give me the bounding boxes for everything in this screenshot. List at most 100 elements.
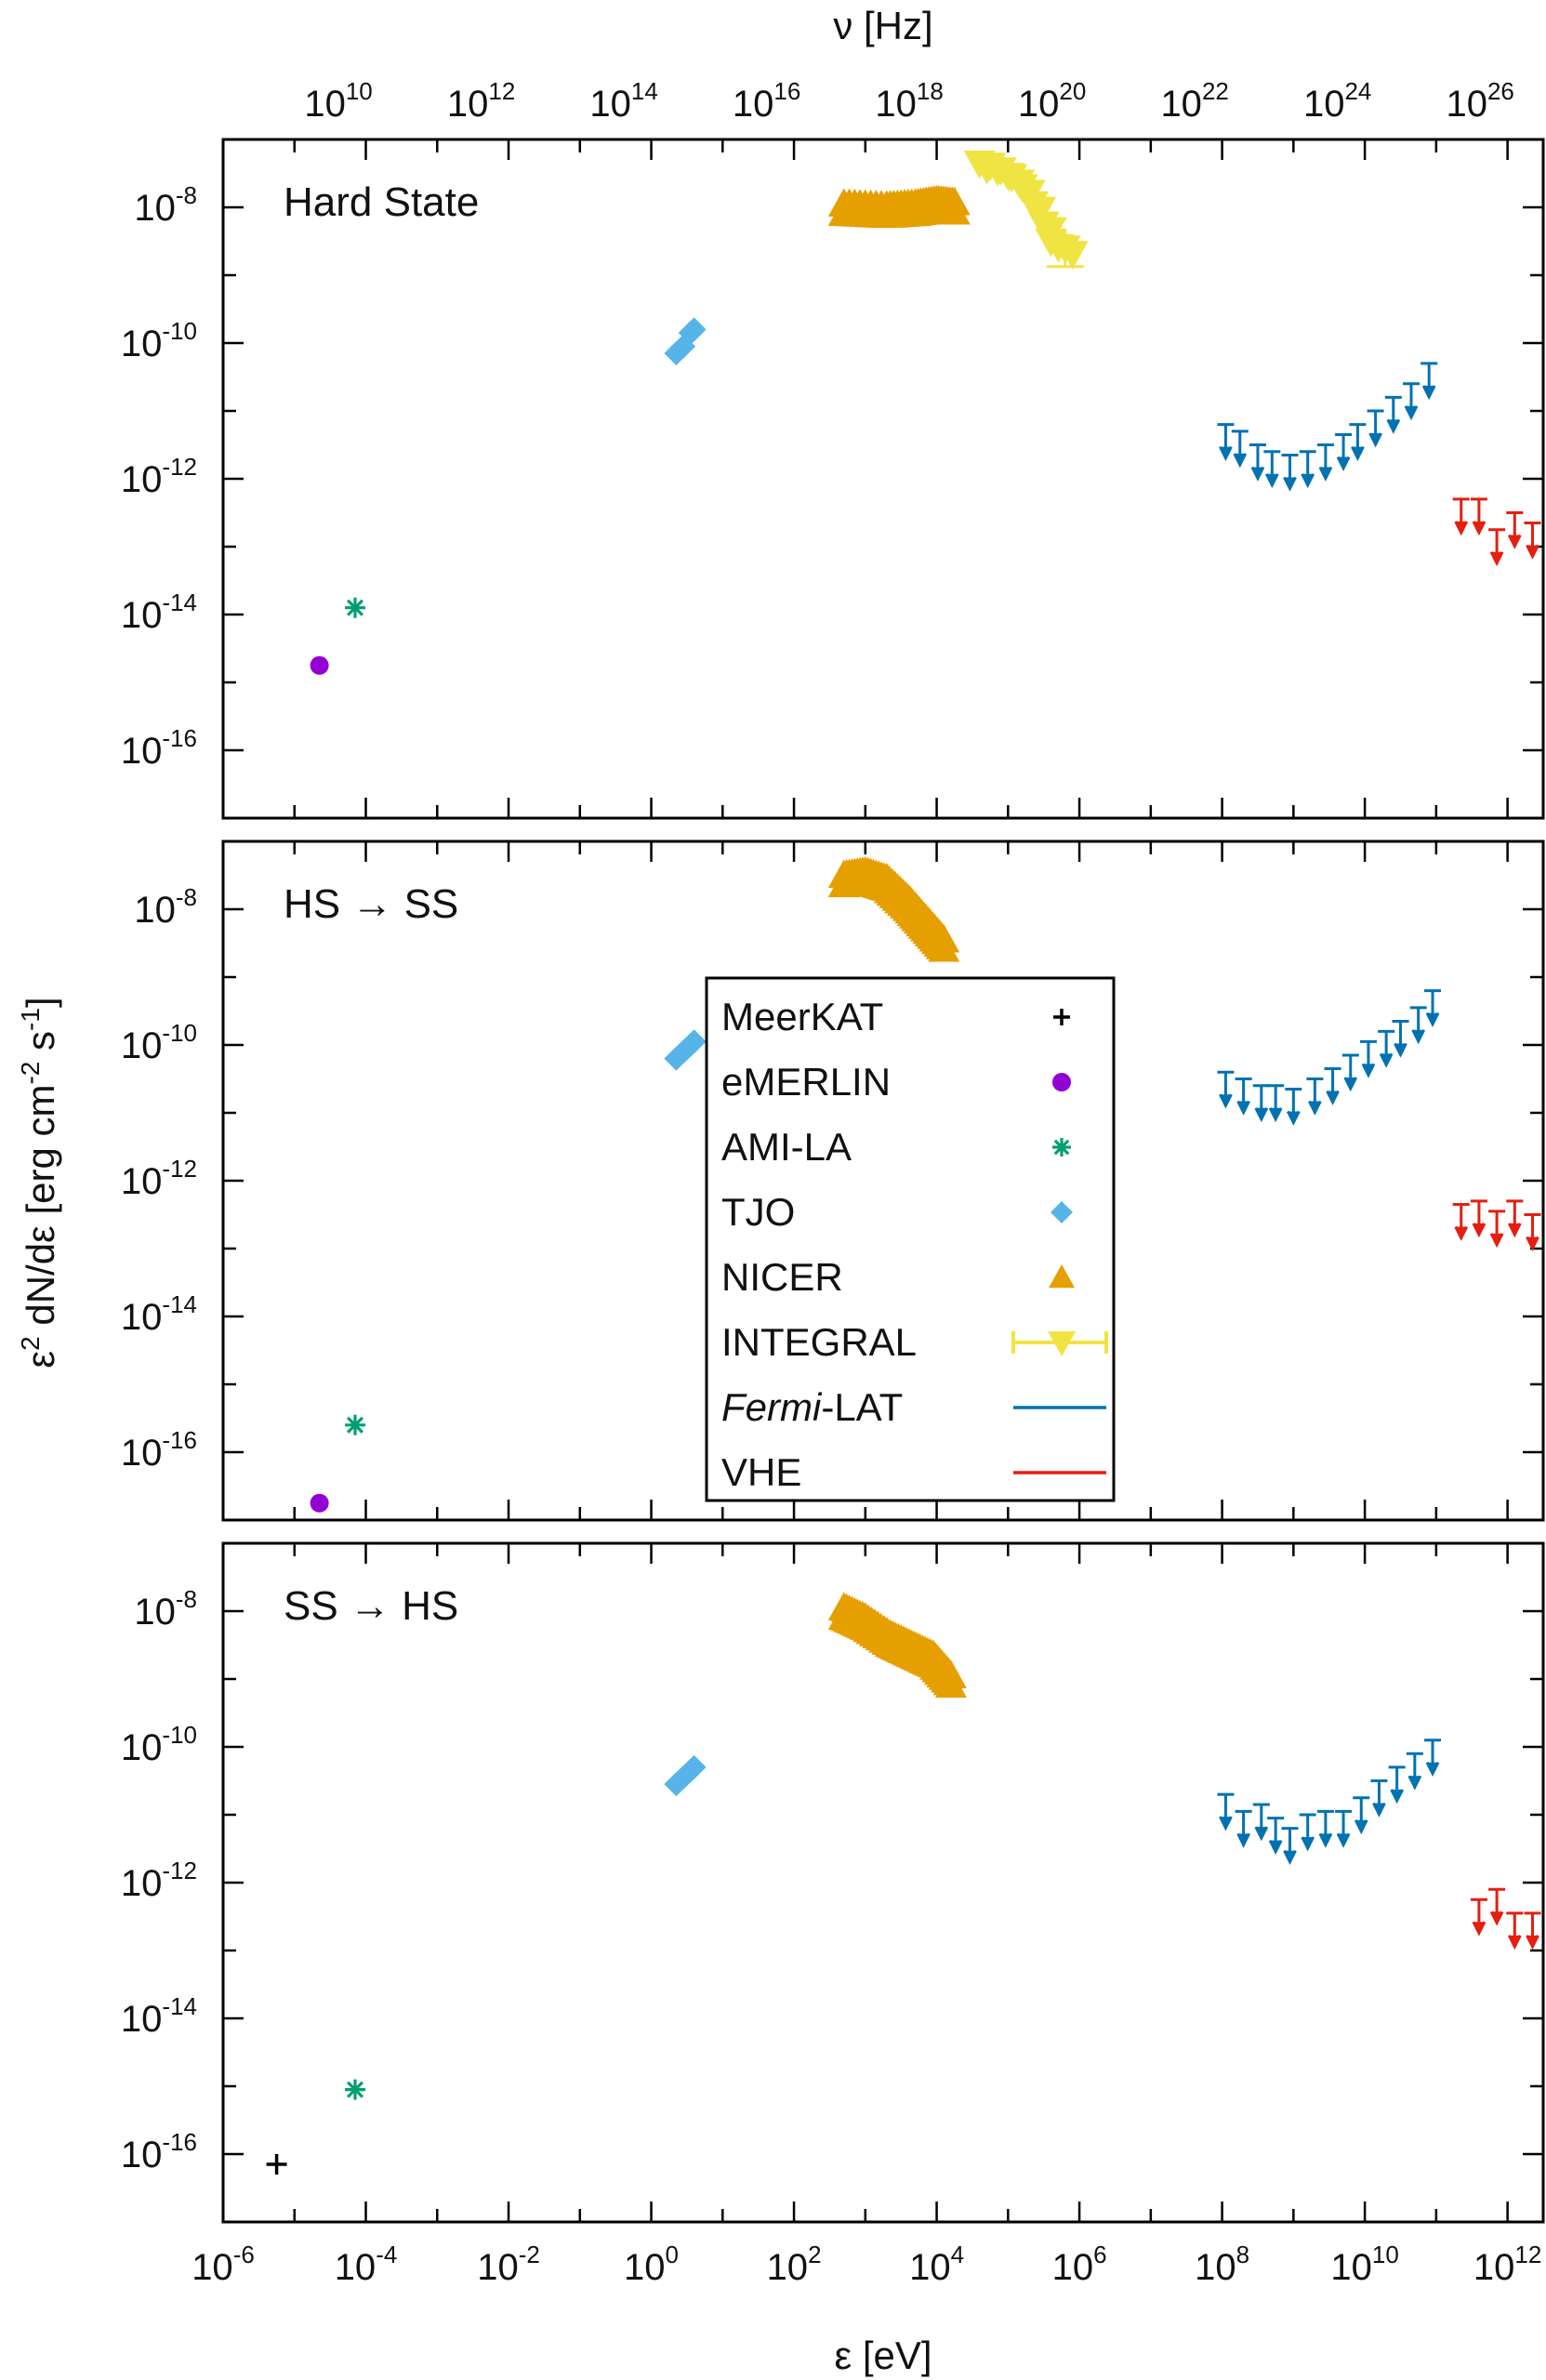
top-x-tick-label: 1020: [1018, 77, 1086, 125]
integral-point: [1024, 196, 1057, 226]
fermi-upper-limit-arrowhead: [1387, 419, 1399, 432]
nicer-point: [928, 932, 960, 962]
legend-label: AMI-LA: [721, 1125, 852, 1169]
fermi-upper-limit-arrowhead: [1234, 453, 1246, 466]
y-tick-label: 10-14: [121, 1992, 197, 2040]
fermi-upper-limit-arrowhead: [1302, 1837, 1314, 1849]
nicer-point: [934, 1669, 967, 1698]
panel-1: [221, 138, 1545, 820]
legend-label: VHE: [721, 1450, 801, 1494]
legend-label: MeerKAT: [721, 995, 883, 1038]
y-tick-label: 10-12: [121, 1857, 197, 1904]
top-x-tick-label: 1018: [875, 77, 943, 125]
top-x-tick-label: 1016: [733, 77, 800, 125]
tjo-point: [681, 317, 707, 342]
top-x-tick-label: 1024: [1303, 77, 1371, 125]
amila-point: [345, 1414, 365, 1435]
legend-label: INTEGRAL: [721, 1320, 917, 1364]
fermi-upper-limit-arrowhead: [1355, 1819, 1368, 1832]
top-x-tick-label: 1026: [1446, 77, 1513, 125]
legend-label: NICER: [721, 1255, 843, 1299]
panel-2: [221, 840, 1545, 1522]
x-tick-label: 1012: [1473, 2241, 1541, 2288]
top-x-tick-label: 1010: [304, 77, 372, 125]
fermi-upper-limit-arrowhead: [1319, 1833, 1331, 1846]
x-axis-title: ε [eV]: [834, 2334, 932, 2377]
fermi-upper-limit-arrowhead: [1251, 467, 1263, 480]
legend-marker: [1050, 1201, 1073, 1223]
vhe-upper-limit-arrowhead: [1509, 535, 1521, 548]
legend-label: Fermi-LAT: [721, 1385, 903, 1429]
y-tick-label: 10-8: [134, 1585, 197, 1633]
fermi-upper-limit-arrowhead: [1270, 1840, 1282, 1853]
fermi-upper-limit-arrowhead: [1270, 1107, 1282, 1120]
x-tick-label: 1010: [1330, 2241, 1398, 2288]
fermi-upper-limit-arrowhead: [1288, 1111, 1300, 1124]
fermi-upper-limit-arrowhead: [1237, 1101, 1249, 1114]
x-tick-label: 106: [1052, 2241, 1107, 2288]
vhe-upper-limit-arrowhead: [1455, 1226, 1467, 1239]
y-tick-label: 10-8: [134, 883, 197, 931]
legend: MeerKAT eMERLIN AMI-LA TJO NICER INTEGRAL Ferm…: [705, 976, 1116, 1502]
y-tick-label: 10-14: [121, 588, 197, 636]
x-tick-label: 102: [767, 2241, 822, 2288]
emerlin-point: [310, 1493, 329, 1513]
fermi-upper-limit-arrowhead: [1344, 1077, 1356, 1090]
vhe-upper-limit-arrowhead: [1455, 521, 1467, 534]
panel-3: [221, 1541, 1545, 2224]
x-tick-label: 10-2: [477, 2241, 540, 2288]
fermi-upper-limit-arrowhead: [1255, 1827, 1267, 1840]
fermi-upper-limit-arrowhead: [1362, 1064, 1374, 1077]
panel-label: HS → SS: [284, 881, 458, 927]
fermi-upper-limit-arrowhead: [1394, 1043, 1407, 1056]
panel-label: Hard State: [284, 179, 479, 225]
legend-label: TJO: [721, 1190, 795, 1234]
fermi-upper-limit-arrowhead: [1352, 446, 1364, 459]
fermi-upper-limit-arrowhead: [1391, 1789, 1403, 1802]
fermi-upper-limit-arrowhead: [1408, 1776, 1420, 1789]
vhe-upper-limit-arrowhead: [1509, 1223, 1521, 1236]
vhe-upper-limit-arrowhead: [1491, 1911, 1503, 1924]
x-tick-label: 100: [624, 2241, 679, 2288]
vhe-upper-limit-arrowhead: [1491, 551, 1503, 564]
meerkat-point: [1053, 1009, 1070, 1025]
fermi-upper-limit-arrowhead: [1220, 1094, 1232, 1107]
amila-point: [345, 597, 365, 618]
fermi-upper-limit-arrowhead: [1237, 1833, 1249, 1846]
fermi-upper-limit-arrowhead: [1427, 1762, 1439, 1775]
x-tick-label: 108: [1195, 2241, 1249, 2288]
fermi-upper-limit-arrowhead: [1338, 1833, 1350, 1846]
fermi-upper-limit-arrowhead: [1284, 477, 1296, 490]
legend-marker: [1049, 1264, 1075, 1289]
meerkat-point: [266, 2153, 287, 2175]
fermi-upper-limit-arrowhead: [1302, 473, 1314, 486]
x-tick-label: 10-4: [335, 2241, 398, 2288]
legend-box: [705, 976, 1116, 1502]
fermi-upper-limit-arrowhead: [1423, 385, 1435, 398]
fermi-upper-limit-arrowhead: [1338, 456, 1350, 469]
y-tick-label: 10-16: [121, 2128, 197, 2175]
fermi-upper-limit-arrowhead: [1220, 446, 1232, 459]
fermi-upper-limit-arrowhead: [1319, 467, 1331, 480]
y-tick-label: 10-10: [121, 1019, 197, 1066]
top-x-tick-label: 1014: [589, 77, 657, 125]
fermi-upper-limit-arrowhead: [1284, 1850, 1296, 1863]
vhe-upper-limit-arrowhead: [1473, 521, 1485, 534]
x-tick-label: 104: [909, 2241, 964, 2288]
top-x-tick-label: 1012: [447, 77, 515, 125]
panel-3-data: [266, 1592, 1541, 2175]
fermi-upper-limit-arrowhead: [1369, 433, 1381, 445]
integral-errorbar: [1046, 229, 1084, 269]
legend-marker: [1052, 1138, 1071, 1157]
tjo-point: [681, 1029, 707, 1054]
emerlin-point: [310, 655, 329, 675]
fermi-upper-limit-arrowhead: [1266, 473, 1278, 486]
panel-label: SS → HS: [284, 1583, 458, 1629]
panel-2-data: [310, 855, 1541, 1513]
fermi-upper-limit-arrowhead: [1406, 405, 1417, 418]
legend-label: eMERLIN: [721, 1060, 891, 1104]
panel-1-data: [310, 150, 1541, 675]
fermi-upper-limit-arrowhead: [1327, 1091, 1339, 1104]
fermi-upper-limit-arrowhead: [1220, 1817, 1232, 1830]
